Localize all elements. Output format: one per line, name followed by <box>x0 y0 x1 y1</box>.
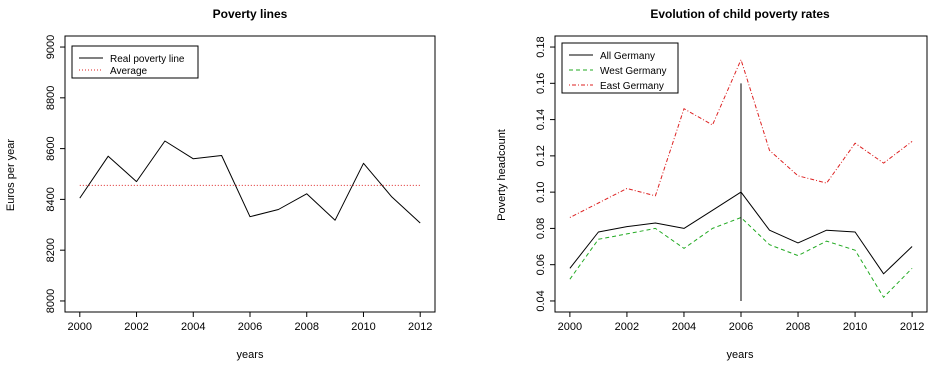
y-tick-label: 0.18 <box>535 36 547 57</box>
x-tick-label: 2006 <box>238 321 262 333</box>
y-tick-label: 8400 <box>45 187 57 211</box>
y-tick-label: 0.12 <box>535 145 547 166</box>
series-line <box>569 217 913 298</box>
x-tick-label: 2008 <box>294 321 318 333</box>
y-axis-label: Euros per year <box>5 139 17 211</box>
x-axis-label: years <box>237 349 264 361</box>
y-tick-label: 0.16 <box>535 73 547 94</box>
legend-entry: Real poverty line <box>110 54 185 65</box>
x-tick-label: 2000 <box>68 321 92 333</box>
x-tick-label: 2002 <box>124 321 148 333</box>
legend-box <box>71 45 199 79</box>
chart-title: Poverty lines <box>213 7 288 21</box>
series-lines <box>569 59 913 301</box>
y-axis-label: Poverty headcount <box>496 129 508 221</box>
legend-entry: West Germany <box>600 66 667 77</box>
y-tick-label: 0.06 <box>535 254 547 275</box>
x-tick-label: 2008 <box>786 321 810 333</box>
x-tick-label: 2000 <box>558 321 582 333</box>
chart-title: Evolution of child poverty rates <box>650 7 830 21</box>
legend: Real poverty line Average <box>71 45 199 79</box>
y-tick-label: 8600 <box>45 136 57 160</box>
y-tick-label: 0.10 <box>535 181 547 202</box>
y-tick-label: 9000 <box>45 35 57 59</box>
legend-entry: All Germany <box>600 51 655 62</box>
legend: All Germany West Germany East Germany <box>561 42 679 94</box>
chart-child-poverty-rates: Evolution of child poverty rates years P… <box>496 7 928 361</box>
x-tick-label: 2012 <box>408 321 432 333</box>
x-tick-label: 2002 <box>615 321 639 333</box>
x-tick-label: 2010 <box>843 321 867 333</box>
x-tick-label: 2004 <box>672 321 696 333</box>
series-line <box>569 59 913 218</box>
y-tick-label: 8200 <box>45 238 57 262</box>
x-tick-label: 2012 <box>900 321 924 333</box>
y-tick-label: 0.14 <box>535 109 547 130</box>
axis-ticks: 2000 2002 2004 2006 2008 2010 2012 0.04 0.06 0.08… <box>535 36 924 333</box>
x-tick-label: 2010 <box>351 321 375 333</box>
series-line <box>79 140 421 224</box>
y-tick-label: 8800 <box>45 86 57 110</box>
x-tick-label: 2004 <box>181 321 205 333</box>
y-tick-label: 0.04 <box>535 290 547 311</box>
axis-ticks: 2000 2002 2004 2006 2008 2010 2012 8000 8200 8400… <box>45 35 432 333</box>
x-axis-label: years <box>727 349 754 361</box>
x-tick-label: 2006 <box>729 321 753 333</box>
legend-entry: Average <box>110 66 148 77</box>
series-lines <box>79 140 421 224</box>
legend-entry: East Germany <box>600 81 664 92</box>
y-tick-label: 0.08 <box>535 218 547 239</box>
chart-poverty-lines: Poverty lines years Euros per year 2000 2… <box>5 7 436 361</box>
y-tick-label: 8000 <box>45 289 57 313</box>
